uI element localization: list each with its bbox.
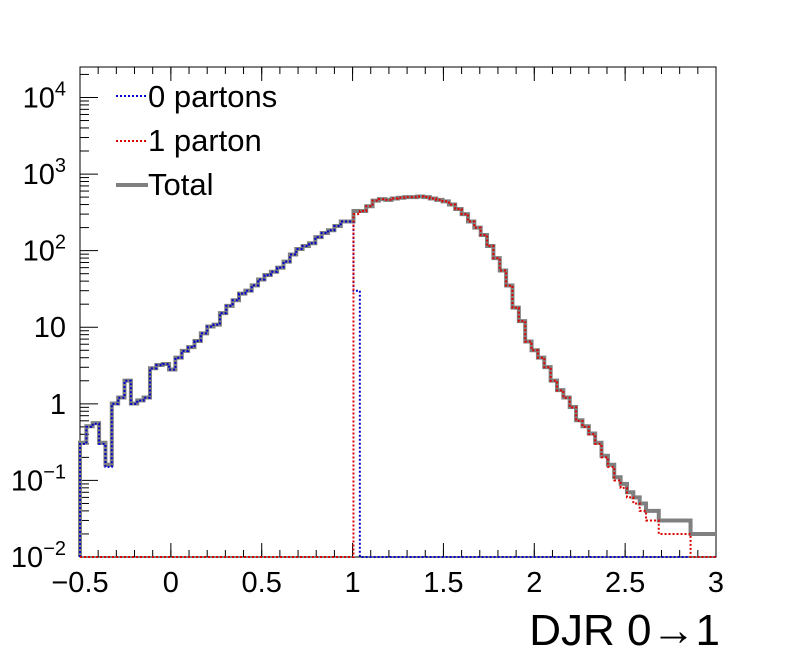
x-axis-ticks: −0.5 0 0.5 1 1.5 2 2.5 3 xyxy=(51,67,724,599)
y-tick-label: 10−1 xyxy=(11,461,66,497)
y-tick-label: 103 xyxy=(23,155,66,191)
y-tick-label: 10−2 xyxy=(11,538,66,574)
series-1-parton-line xyxy=(80,195,716,558)
y-tick-label: 1 xyxy=(50,389,66,421)
x-tick-label: 2.5 xyxy=(605,567,645,599)
series-0-partons-line xyxy=(79,220,716,558)
x-tick-label: −0.5 xyxy=(51,567,108,599)
x-tick-label: 3 xyxy=(708,567,724,599)
y-tick-label: 10 xyxy=(34,312,66,344)
x-tick-label: 1 xyxy=(345,567,361,599)
x-axis-title: DJR 0→1 xyxy=(529,606,720,655)
y-tick-label: 104 xyxy=(23,78,66,114)
series-total-line xyxy=(78,194,716,557)
legend-label-1-parton: 1 parton xyxy=(148,123,262,158)
legend-label-0-partons: 0 partons xyxy=(148,79,277,114)
legend: 0 partons 1 parton Total xyxy=(116,79,277,202)
x-tick-label: 0 xyxy=(163,567,179,599)
legend-label-total: Total xyxy=(148,167,213,202)
x-tick-label: 1.5 xyxy=(423,567,463,599)
y-tick-label: 102 xyxy=(23,232,66,268)
x-tick-label: 2 xyxy=(526,567,542,599)
series-layer xyxy=(78,194,716,558)
x-tick-label: 0.5 xyxy=(242,567,282,599)
